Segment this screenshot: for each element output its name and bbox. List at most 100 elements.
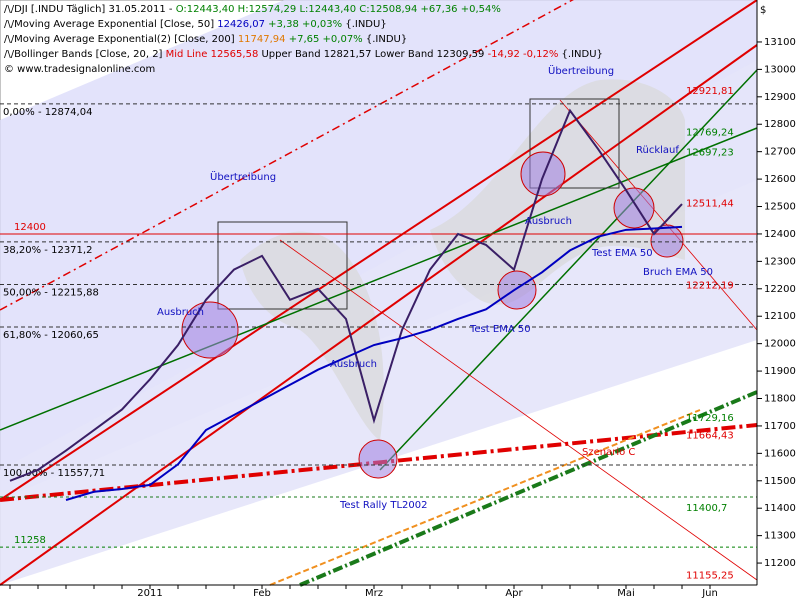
legend-text: 12426,07 bbox=[217, 19, 265, 30]
fib-label: 38,20% - 12371,2 bbox=[3, 245, 92, 256]
legend-line: /\/Moving Average Exponential [Close, 50… bbox=[4, 17, 603, 32]
bollinger-band bbox=[240, 231, 384, 440]
annotation: Ausbruch bbox=[330, 359, 377, 370]
y-tick-label: 11400 bbox=[764, 503, 796, 514]
y-tick-label: 12100 bbox=[764, 311, 796, 322]
legend-text: 11747,94 bbox=[237, 34, 286, 45]
legend-text: Moving Average Exponential(2) [Close, 20… bbox=[14, 34, 238, 45]
legend-text: {.INDU} bbox=[558, 49, 603, 60]
annotation: Ausbruch bbox=[157, 307, 204, 318]
legend-text: Upper Band 12821,57 Lower Band 12309,59 bbox=[258, 49, 488, 60]
trend-line bbox=[269, 409, 701, 586]
legend-icon: /\/ bbox=[4, 4, 15, 15]
trend-line bbox=[379, 69, 758, 471]
y-tick-label: 11800 bbox=[764, 394, 796, 405]
y-tick-label: 12300 bbox=[764, 256, 796, 267]
support-level-label: 12400 bbox=[14, 222, 46, 233]
annotation: Test EMA 50 bbox=[469, 324, 531, 335]
circle bbox=[613, 187, 655, 229]
y-tick-label: 12500 bbox=[764, 202, 796, 213]
circle bbox=[650, 224, 684, 258]
trend-line bbox=[0, 127, 758, 431]
legend-text: © www.tradesignalonline.com bbox=[4, 64, 156, 75]
series-line bbox=[65, 225, 683, 501]
circle bbox=[497, 270, 537, 310]
legend: /\/DJI [.INDU Täglich] 31.05.2011 - O:12… bbox=[4, 2, 603, 77]
annotation: Ausbruch bbox=[525, 216, 572, 227]
trend-line bbox=[0, 0, 758, 501]
level-label: 11664,43 bbox=[686, 431, 734, 442]
y-tick-label: 12900 bbox=[764, 92, 796, 103]
legend-icon: /\/ bbox=[4, 34, 15, 45]
annotation: Rücklauf bbox=[636, 145, 679, 156]
legend-text: Mid Line 12565,58 bbox=[165, 49, 259, 60]
box bbox=[217, 221, 348, 310]
legend-text: DJI [.INDU Täglich] 31.05.2011 - bbox=[14, 4, 176, 15]
legend-text: -14,92 -0,12% bbox=[487, 49, 559, 60]
legend-text: Bollinger Bands [Close, 20, 2] bbox=[14, 49, 166, 60]
annotation: Szenario C bbox=[582, 447, 635, 458]
y-tick-label: 12700 bbox=[764, 147, 796, 158]
x-tick-label: Apr bbox=[505, 588, 523, 599]
trend-line bbox=[0, 44, 758, 586]
y-tick-label: 11900 bbox=[764, 366, 796, 377]
level-label: 11729,16 bbox=[686, 413, 734, 424]
trend-line bbox=[299, 390, 758, 587]
y-tick-label: 11200 bbox=[764, 558, 796, 569]
legend-icon: /\/ bbox=[4, 19, 15, 30]
y-tick-label: 13100 bbox=[764, 37, 796, 48]
y-tick-label: 11600 bbox=[764, 448, 796, 459]
trend-line bbox=[559, 99, 758, 331]
legend-text: +3,38 +0,03% bbox=[265, 19, 343, 30]
y-tick-label: 13000 bbox=[764, 64, 796, 75]
x-tick-label: Mai bbox=[617, 588, 635, 599]
annotation: Bruch EMA 50 bbox=[643, 267, 713, 278]
y-tick-label: 11300 bbox=[764, 531, 796, 542]
series-line bbox=[9, 108, 683, 482]
x-tick-label: Jun bbox=[701, 588, 718, 599]
x-tick-label: Mrz bbox=[365, 588, 383, 599]
bollinger-band bbox=[430, 79, 685, 305]
y-tick-label: 12600 bbox=[764, 174, 796, 185]
level-label: 12212,19 bbox=[686, 280, 734, 291]
legend-text: Moving Average Exponential [Close, 50] bbox=[14, 19, 218, 30]
fib-label: 100,00% - 11557,71 bbox=[3, 468, 105, 479]
level-label: 12511,44 bbox=[686, 198, 734, 209]
x-tick-label: Feb bbox=[253, 588, 271, 599]
trend-line bbox=[279, 239, 758, 581]
annotation: Test EMA 50 bbox=[591, 248, 653, 259]
level-label: 12921,81 bbox=[686, 86, 734, 97]
x-tick-label: 2011 bbox=[137, 588, 162, 599]
circle bbox=[358, 439, 398, 479]
legend-text: +7,65 +0,07% bbox=[285, 34, 363, 45]
y-tick-label: 11500 bbox=[764, 476, 796, 487]
level-label: 12697,23 bbox=[686, 147, 734, 158]
legend-line: /\/DJI [.INDU Täglich] 31.05.2011 - O:12… bbox=[4, 2, 603, 17]
y-tick-label: 12200 bbox=[764, 284, 796, 295]
legend-line: © www.tradesignalonline.com bbox=[4, 62, 603, 77]
currency-label: $ bbox=[760, 5, 766, 16]
legend-text: {.INDU} bbox=[342, 19, 387, 30]
annotation: Übertreibung bbox=[210, 170, 276, 183]
green-level-label: 11258 bbox=[14, 535, 46, 546]
legend-icon: /\/ bbox=[4, 49, 15, 60]
level-label: 11155,25 bbox=[686, 570, 734, 581]
legend-text: O:12443,40 H:12574,29 L:12443,40 C:12508… bbox=[175, 4, 501, 15]
legend-line: /\/Moving Average Exponential(2) [Close,… bbox=[4, 32, 603, 47]
y-tick-label: 11700 bbox=[764, 421, 796, 432]
level-label: 12769,24 bbox=[686, 128, 734, 139]
box bbox=[529, 98, 620, 189]
y-tick-label: 12400 bbox=[764, 229, 796, 240]
fib-label: 0,00% - 12874,04 bbox=[3, 107, 92, 118]
annotation: Übertreibung bbox=[548, 64, 614, 77]
legend-line: /\/Bollinger Bands [Close, 20, 2] Mid Li… bbox=[4, 47, 603, 62]
fib-label: 61,80% - 12060,65 bbox=[3, 330, 99, 341]
y-tick-label: 12800 bbox=[764, 119, 796, 130]
fib-label: 50,00% - 12215,88 bbox=[3, 287, 99, 298]
level-label: 11400,7 bbox=[686, 503, 727, 514]
y-tick-label: 12000 bbox=[764, 339, 796, 350]
legend-text: {.INDU} bbox=[362, 34, 408, 45]
annotation: Test Rally TL2002 bbox=[339, 500, 428, 511]
